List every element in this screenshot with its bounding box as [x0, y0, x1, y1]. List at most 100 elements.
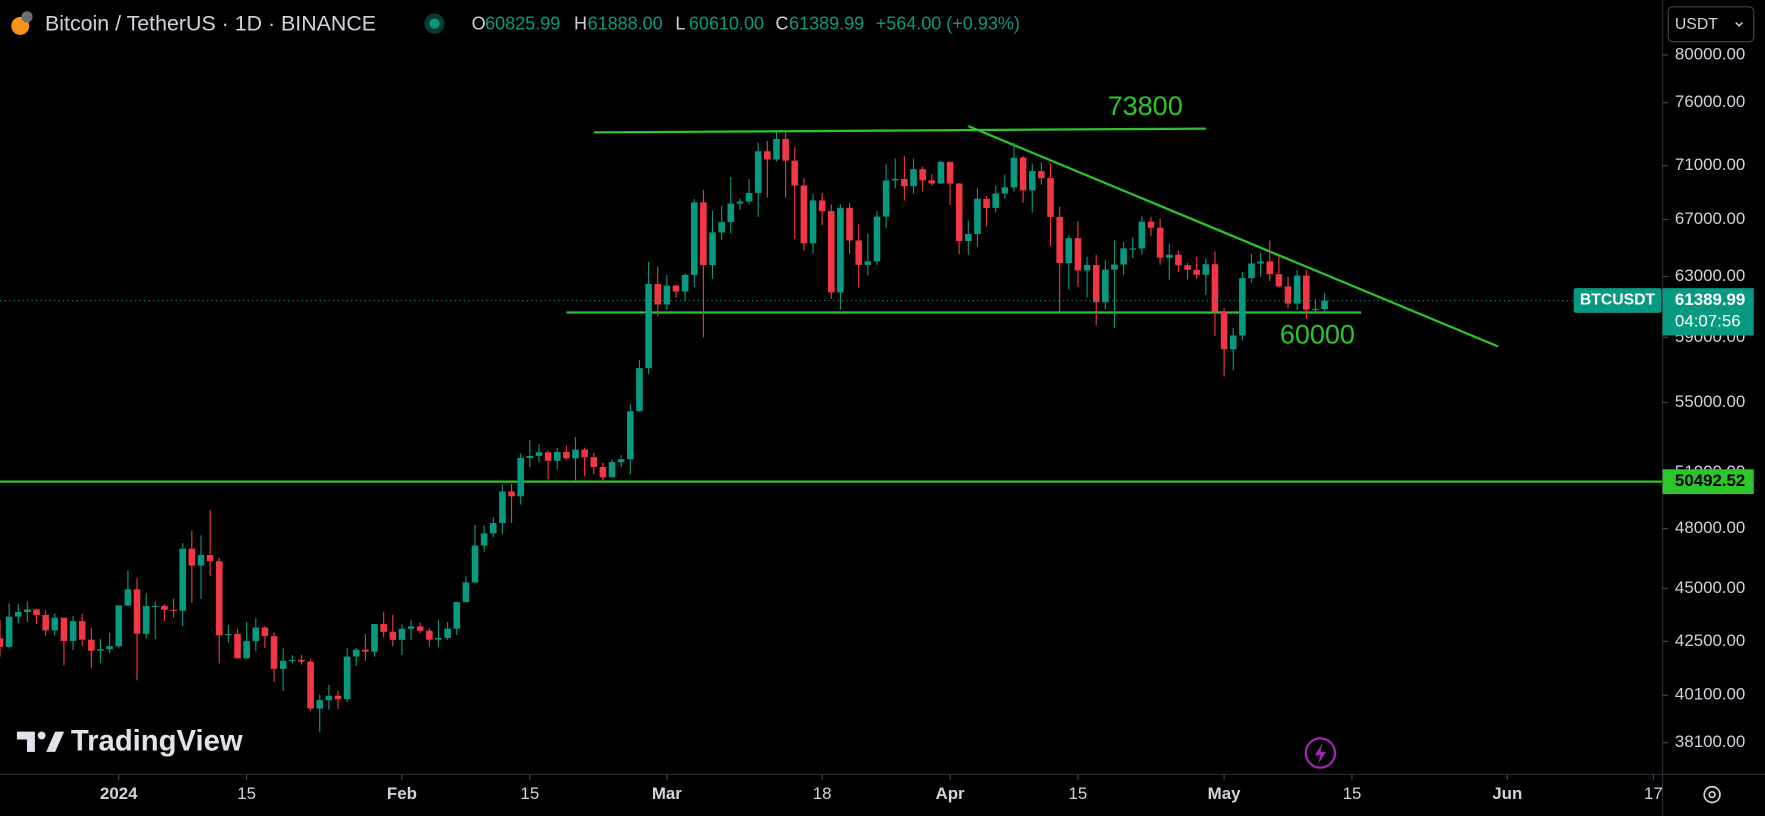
y-tick-label: 42500.00: [1675, 631, 1745, 650]
candle-body: [316, 700, 324, 709]
candle-body: [891, 179, 899, 181]
candle-body: [1175, 254, 1182, 266]
candle-body: [325, 695, 333, 701]
candle-body: [919, 169, 926, 181]
settings-icon[interactable]: [1708, 790, 1716, 799]
price-tags: BTCUSDT 61389.99 04:07:56 50492.52: [1573, 288, 1754, 495]
candle-body: [563, 451, 570, 459]
change: +564.00 (+0.93%): [876, 14, 1020, 34]
candle-body: [1138, 221, 1146, 249]
candle-body: [1266, 261, 1274, 275]
trend-line: [593, 127, 1206, 134]
candle-body: [51, 617, 59, 631]
x-tick-label: 18: [813, 784, 832, 803]
candle-body: [992, 193, 1000, 208]
candle-body: [928, 180, 936, 184]
alert-button[interactable]: [1304, 737, 1337, 769]
candle-body: [197, 555, 205, 566]
candle-body: [1147, 221, 1155, 228]
candle-body: [1184, 265, 1191, 270]
candle-body: [864, 261, 872, 265]
candle-body: [1065, 238, 1073, 264]
candle-body: [663, 285, 671, 305]
currency-label[interactable]: USDT: [1675, 16, 1718, 33]
candle-body: [106, 646, 113, 650]
candle-body: [901, 179, 908, 187]
candle-body: [1303, 275, 1310, 310]
candle-body: [627, 411, 634, 460]
candle-body: [1248, 263, 1255, 279]
candle-body: [161, 605, 168, 610]
candle-body: [133, 589, 141, 634]
candle-body: [791, 160, 799, 186]
plot-area: [0, 125, 1663, 732]
candle-body: [827, 211, 835, 293]
candle-body: [1010, 157, 1018, 188]
currency-caret[interactable]: [1735, 21, 1744, 27]
candle-body: [681, 274, 689, 292]
candle-body: [124, 589, 132, 606]
candle-body: [1165, 254, 1173, 258]
annotation: 60000: [1280, 320, 1355, 350]
ohlc-value: 61389.99: [789, 14, 864, 34]
y-tick-label: 63000.00: [1675, 266, 1745, 285]
candle-body: [508, 491, 515, 497]
symbol-title: Bitcoin / TetherUS · 1D · BINANCE: [45, 11, 376, 35]
candle-body: [553, 451, 561, 461]
watermark-logo: [16, 731, 65, 752]
candle-body: [882, 180, 890, 217]
candle-body: [444, 628, 451, 638]
candle-body: [225, 633, 232, 636]
candle-body: [234, 633, 241, 659]
settings-button[interactable]: [1703, 785, 1721, 804]
price-tag: [1662, 288, 1754, 336]
candle-body: [846, 207, 853, 241]
y-tick-label: 71000.00: [1675, 155, 1745, 174]
candle-body: [206, 555, 214, 562]
candle-body: [289, 659, 296, 662]
candle-body: [1156, 227, 1164, 258]
alert-icon[interactable]: [1314, 742, 1327, 765]
candle-body: [426, 630, 433, 640]
candle-body: [946, 161, 954, 184]
candle-body: [800, 185, 808, 244]
ohlc-value: 60825.99: [485, 14, 560, 34]
candle-body: [270, 636, 278, 669]
currency-button[interactable]: [1667, 6, 1755, 43]
candle-body: [572, 449, 579, 459]
candle-body: [590, 457, 598, 467]
x-tick-label: Mar: [652, 784, 682, 803]
candle-body: [617, 459, 625, 463]
candle-body: [490, 522, 497, 534]
candle-body: [782, 138, 789, 161]
level-tag-label: 50492.52: [1675, 471, 1745, 490]
candle-body: [818, 200, 826, 212]
candle-body: [1083, 264, 1091, 271]
candle-body: [33, 609, 40, 615]
candle-body: [453, 602, 461, 629]
candle-body: [42, 614, 49, 631]
candle-body: [1092, 264, 1100, 303]
candle-body: [974, 198, 981, 234]
candle-body: [1056, 216, 1063, 264]
candle-body: [1038, 171, 1045, 179]
candle-body: [983, 198, 990, 208]
y-tick-label: 67000.00: [1675, 209, 1745, 228]
y-tick-label: 55000.00: [1675, 392, 1745, 411]
x-tick-label: May: [1208, 784, 1241, 803]
candle-body: [334, 695, 342, 700]
candle-body: [837, 207, 844, 293]
candle-body: [1074, 238, 1082, 271]
y-tick-label: 76000.00: [1675, 92, 1745, 111]
candle-body: [581, 449, 588, 458]
candle-body: [745, 192, 753, 202]
ohlc-value: 61888.00: [588, 14, 663, 34]
candle-body: [188, 548, 196, 566]
x-tick-label: 15: [520, 784, 539, 803]
status-dot: [429, 18, 440, 29]
candle-body: [809, 200, 817, 244]
candle-body: [88, 639, 95, 651]
candle-body: [645, 283, 652, 369]
candle-body: [1257, 261, 1264, 264]
